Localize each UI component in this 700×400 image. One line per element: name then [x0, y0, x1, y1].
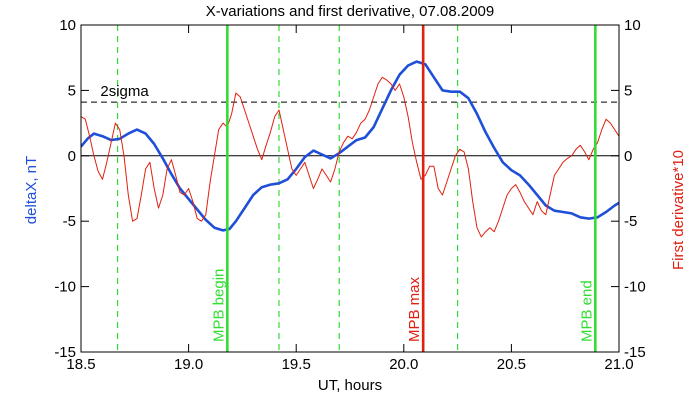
x-tick-label: 20.5 [497, 356, 526, 373]
right-y-tick-label: 0 [624, 148, 632, 165]
event-lines-group: MPB begin MPB max MPB end [210, 25, 597, 352]
right-y-axis-label: First derivative*10 [670, 150, 687, 270]
series-line-deltaX [81, 60, 619, 232]
right-y-tick-label: -10 [624, 279, 646, 296]
right-y-tick-label: 10 [624, 17, 641, 34]
event-line-label: MPB max [406, 276, 423, 342]
left-y-tick-label: 0 [68, 148, 76, 165]
left-y-tick-label: 10 [59, 17, 76, 34]
left-y-axis-label: deltaX, nT [23, 156, 40, 224]
x-tick-label: 19.0 [174, 356, 203, 373]
right-y-tick-label: 5 [624, 82, 632, 99]
series-group [81, 60, 619, 238]
x-tick-label: 18.5 [66, 356, 95, 373]
reference-lines-group [81, 25, 619, 352]
right-y-tick-label: -5 [624, 213, 637, 230]
left-y-tick-label: -10 [54, 279, 76, 296]
event-line-label: MPB end [578, 280, 595, 342]
axis-ticks-group: 18.5 19.0 19.5 20.0 20.5 21.0-15 -15-10 -10-5 -5… [54, 17, 645, 373]
left-y-tick-label: -15 [54, 344, 76, 361]
series-line-derivative [81, 76, 619, 238]
x-tick-label: 20.0 [389, 356, 418, 373]
plot-frame [80, 24, 620, 353]
threshold-label: 2sigma [100, 83, 149, 100]
x-tick-label: 19.5 [282, 356, 311, 373]
left-y-tick-label: 5 [68, 82, 76, 99]
x-axis-label: UT, hours [318, 377, 382, 394]
chart-title: X-variations and first derivative, 07.08… [206, 3, 495, 20]
left-y-tick-label: -5 [63, 213, 76, 230]
x-tick-label: 21.0 [604, 356, 633, 373]
event-line-label: MPB begin [210, 269, 227, 342]
right-y-tick-label: -15 [624, 344, 646, 361]
